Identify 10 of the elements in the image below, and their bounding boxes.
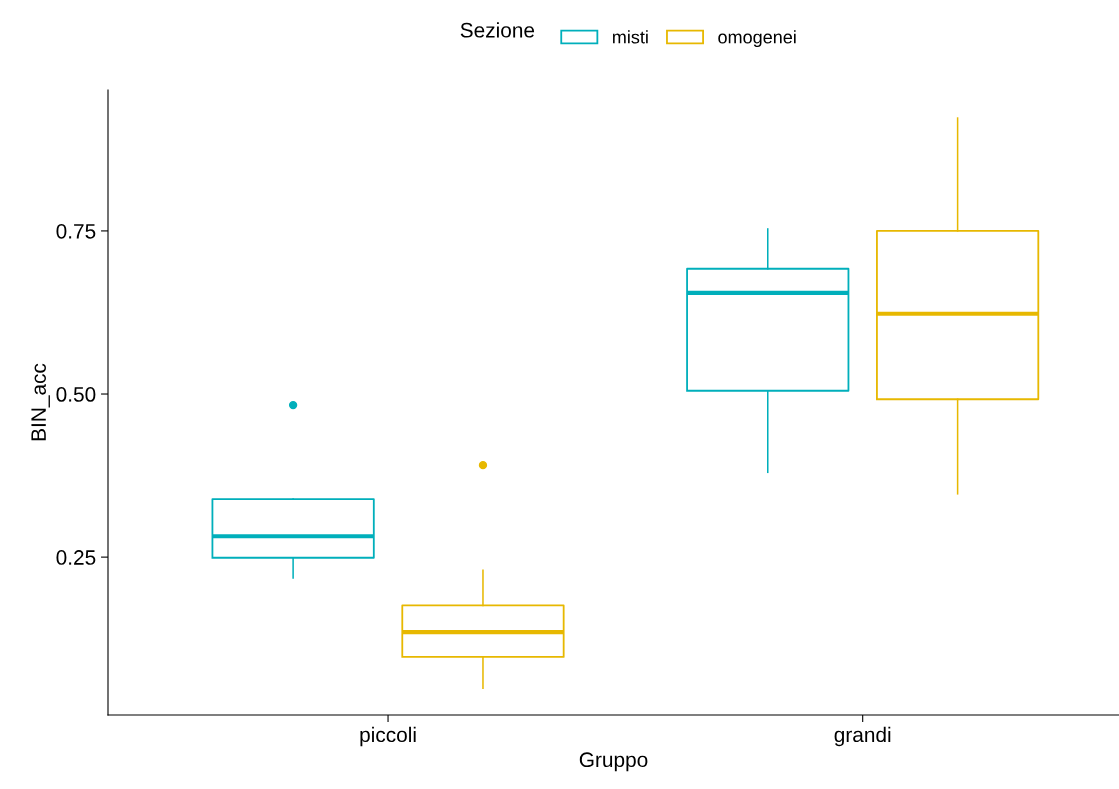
x-axis-title: Gruppo <box>579 752 648 772</box>
legend-label: omogenei <box>718 30 796 48</box>
legend-label: misti <box>613 30 648 44</box>
y-tick-label: 0.25 <box>56 550 96 565</box>
y-tick-label: 0.50 <box>56 387 96 402</box>
x-tick-label: grandi <box>834 726 891 747</box>
y-tick-label: 0.75 <box>56 223 96 239</box>
y-axis-title: BIN_acc <box>31 363 50 441</box>
legend-title: Sezione <box>460 22 535 38</box>
x-tick-label: piccoli <box>360 726 416 747</box>
